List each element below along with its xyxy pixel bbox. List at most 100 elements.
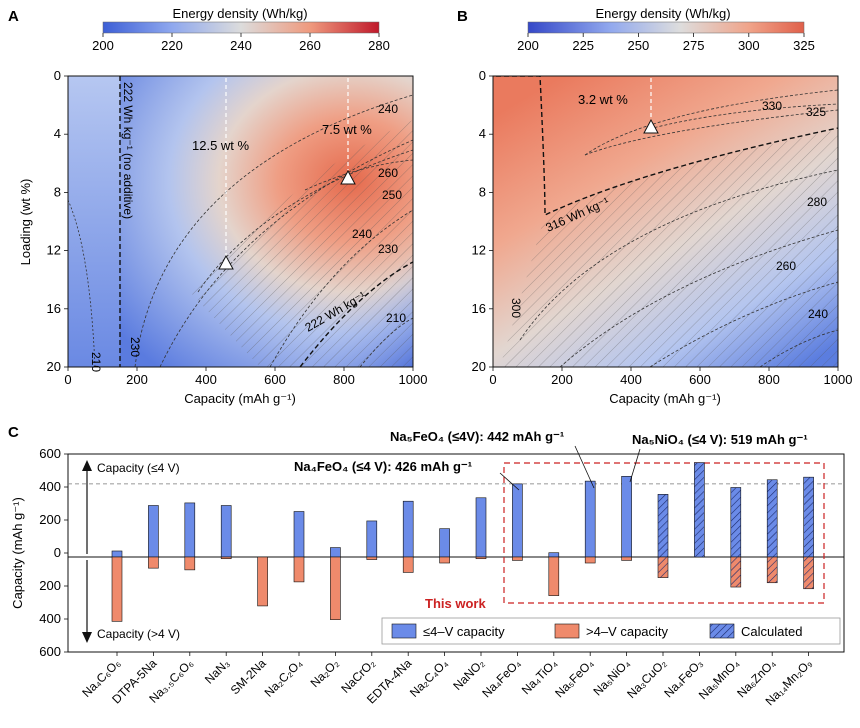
x-tick-label: 600	[264, 372, 286, 387]
x-tick-label: 1000	[824, 372, 853, 387]
callout-na4feo4: Na₄FeO₄ (≤4 V): 426 mAh g⁻¹	[294, 459, 472, 474]
callout-line	[629, 448, 641, 483]
y-tick-label: 4	[479, 126, 486, 141]
bar-high-voltage-hatch	[767, 557, 778, 583]
y-tick-label: 600	[39, 644, 61, 659]
y-tick-label: 200	[39, 578, 61, 593]
contour-label: 280	[807, 195, 827, 209]
axes-b: 0 200 400 600 800 1000 0 4 8 12 16 20	[472, 68, 853, 387]
x-axis-label-b: Capacity (mAh g⁻¹)	[609, 391, 721, 406]
y-tick-label: 16	[472, 301, 486, 316]
bar-low-voltage	[220, 505, 232, 558]
bar-high-voltage	[148, 556, 159, 569]
y-tick-label: 12	[47, 243, 61, 258]
heatmap-b	[493, 76, 838, 367]
y-tick-label: 0	[479, 68, 486, 83]
bar-low-voltage	[184, 502, 196, 558]
colorbar-tick-label: 250	[628, 38, 650, 53]
x-tick-label: 600	[689, 372, 711, 387]
heatmap-a	[68, 76, 413, 367]
bars-c	[111, 462, 814, 622]
y-axis-label-c: Capacity (mAh g⁻¹)	[10, 497, 25, 609]
colorbar-b-ticks: 200 225 250 275 300 325	[517, 33, 815, 53]
bar-low-voltage	[512, 483, 523, 558]
callout-na5feo4: Na₅FeO₄ (≤4V): 442 mAh g⁻¹	[390, 429, 564, 444]
colorbar-tick-label: 200	[517, 38, 539, 53]
x-tick-label: 800	[758, 372, 780, 387]
legend-label-high: >4–V capacity	[586, 624, 669, 639]
marker-a-1	[218, 254, 234, 270]
x-tick-label: 200	[551, 372, 573, 387]
contour-label: 240	[808, 307, 828, 321]
y-tick-label: 200	[39, 512, 61, 527]
colorbar-tick-label: 280	[368, 38, 390, 53]
x-tick-label: 800	[333, 372, 355, 387]
y-tick-label: 0	[54, 68, 61, 83]
bar-high-voltage	[621, 556, 632, 561]
bar-high-voltage	[111, 556, 123, 622]
bar-low-voltage	[548, 552, 560, 558]
bar-high-voltage	[439, 556, 450, 564]
contour-label: 250	[382, 188, 402, 202]
x-tick-label: 200	[126, 372, 148, 387]
arrow-down-label: Capacity (>4 V)	[97, 627, 180, 641]
colorbar-tick-label: 220	[161, 38, 183, 53]
bar-low-voltage	[111, 550, 123, 558]
contour-label: 240	[378, 102, 398, 116]
colorbar-b-label: Energy density (Wh/kg)	[595, 6, 730, 21]
colorbar-tick-label: 200	[92, 38, 114, 53]
callout-na5nio4: Na₅NiO₄ (≤4 V): 519 mAh g⁻¹	[632, 432, 808, 447]
bar-low-voltage	[293, 511, 305, 558]
contour-label: 240	[352, 227, 372, 241]
x-tick-label: 0	[489, 372, 496, 387]
category-label: Na₂C₄O₄	[407, 656, 451, 700]
arrow-up-label: Capacity (≤4 V)	[97, 461, 180, 475]
bar-low-voltage	[475, 497, 487, 558]
y-tick-label: 20	[47, 359, 61, 374]
bar-high-voltage	[548, 556, 560, 596]
bar-high-voltage	[475, 556, 487, 560]
plot-frame-a	[67, 75, 414, 368]
y-tick-label: 20	[472, 359, 486, 374]
legend-swatch-high	[554, 623, 580, 639]
axes-a: 0 200 400 600 800 1000 0 4 8 12 16 20	[47, 68, 428, 387]
y-tick-label: 600	[39, 446, 61, 461]
colorbar-tick-label: 300	[738, 38, 760, 53]
x-tick-label: 400	[195, 372, 217, 387]
legend-label-calc: Calculated	[741, 624, 802, 639]
panel-c-letter: C	[8, 424, 19, 441]
category-label: Na₄FeO₄	[479, 656, 523, 700]
legend-swatch-calc-hatch	[710, 624, 734, 638]
category-label: Na₂O₂	[308, 656, 342, 690]
bar-low-voltage	[439, 528, 450, 558]
callout-line	[499, 472, 520, 491]
legend-label-low: ≤4–V capacity	[423, 624, 505, 639]
contour-label: 210	[386, 311, 406, 325]
colorbar-tick-label: 325	[793, 38, 815, 53]
bar-high-voltage-hatch	[658, 557, 668, 578]
panel-b-letter: B	[457, 8, 468, 25]
x-tick-label: 1000	[399, 372, 428, 387]
category-label: Na₅MnO₄	[696, 656, 742, 702]
y-tick-label: 12	[472, 243, 486, 258]
callout-line	[574, 445, 595, 489]
bar-low-voltage-hatch	[767, 479, 778, 557]
bar-high-voltage	[366, 556, 378, 560]
legend-swatch-low	[391, 623, 417, 639]
legend: ≤4–V capacity >4–V capacity Calculated	[381, 617, 841, 645]
bar-high-voltage-hatch	[803, 557, 814, 589]
up-arrow-head	[82, 460, 92, 471]
annotation-ref-a: 222 Wh kg⁻¹ (no additive)	[121, 82, 135, 219]
panel-a-letter: A	[8, 8, 19, 25]
colorbar-tick-label: 275	[683, 38, 705, 53]
contour-label: 230	[378, 242, 398, 256]
contour-label: 260	[378, 166, 398, 180]
contour-label: 300	[509, 298, 523, 318]
this-work-box	[503, 462, 825, 604]
panel-a: A Energy density (Wh/kg) 200 220 240 260 280…	[8, 6, 427, 406]
y-tick-label: 4	[54, 126, 61, 141]
bar-low-voltage	[402, 500, 414, 558]
bar-low-voltage-hatch	[730, 487, 741, 557]
marker-b-1	[643, 118, 659, 134]
